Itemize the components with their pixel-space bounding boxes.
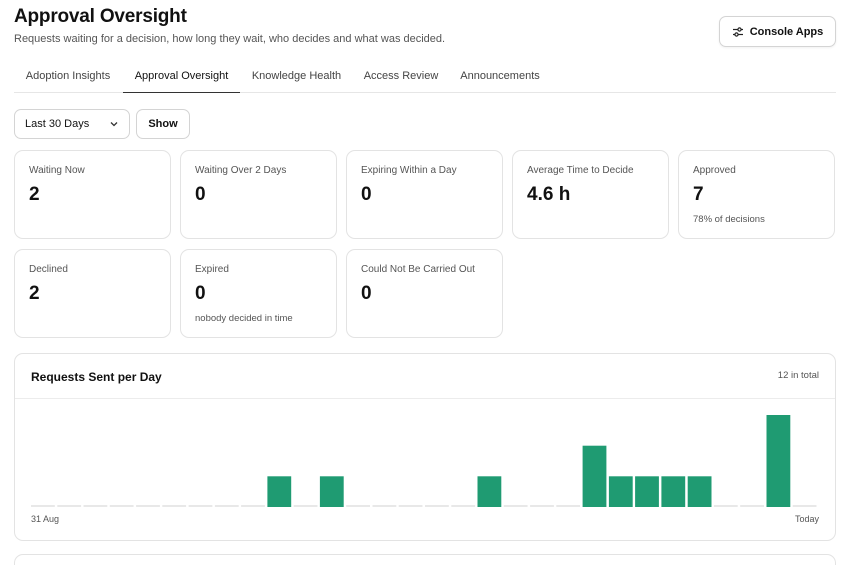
chart-bar	[556, 505, 581, 507]
requests-bar-chart	[31, 415, 817, 507]
stat-card-expiring-within-a-day: Expiring Within a Day 0	[346, 150, 503, 239]
sliders-icon	[732, 26, 743, 37]
chart-bar	[214, 505, 239, 507]
stat-label: Could Not Be Carried Out	[361, 264, 475, 275]
stat-card-declined: Declined 2	[14, 249, 171, 338]
stat-value: 0	[361, 184, 372, 205]
chevron-down-icon	[110, 122, 118, 127]
chart-bar	[740, 505, 764, 507]
show-button[interactable]: Show	[136, 109, 190, 139]
chart-bar	[661, 476, 686, 507]
date-range-value: Last 30 Days	[25, 118, 90, 130]
stat-value: 0	[195, 283, 206, 304]
chart-bar	[792, 505, 817, 507]
chart-bar	[713, 505, 738, 507]
chart-bar	[451, 505, 476, 507]
tab-approval-oversight[interactable]: Approval Oversight	[123, 60, 240, 93]
chart-bar	[608, 476, 633, 507]
chart-title: Requests Sent per Day	[31, 370, 162, 384]
stat-card-expired: Expired 0 nobody decided in time	[180, 249, 337, 338]
tab-access-review[interactable]: Access Review	[363, 70, 439, 82]
chart-bar	[109, 505, 134, 507]
tab-knowledge-health[interactable]: Knowledge Health	[251, 70, 342, 82]
stat-label: Declined	[29, 264, 68, 275]
stat-card-waiting-over-2-days: Waiting Over 2 Days 0	[180, 150, 337, 239]
stat-label: Expired	[195, 264, 229, 275]
requests-chart-card: Requests Sent per Day 12 in total 31 Aug…	[14, 353, 836, 541]
console-apps-label: Console Apps	[749, 25, 824, 38]
chart-bar	[425, 505, 449, 507]
tab-announcements[interactable]: Announcements	[460, 70, 540, 82]
page-subtitle: Requests waiting for a decision, how lon…	[14, 33, 446, 45]
stat-value: 2	[29, 184, 40, 205]
stat-card-average-time-to-decide: Average Time to Decide 4.6 h	[512, 150, 669, 239]
chart-bar	[162, 505, 187, 507]
console-apps-button[interactable]: Console Apps	[719, 16, 836, 47]
chart-bar	[267, 476, 292, 507]
chart-bar	[503, 505, 528, 507]
chart-divider	[15, 398, 835, 399]
chart-bar	[188, 505, 213, 507]
stat-card-waiting-now: Waiting Now 2	[14, 150, 171, 239]
chart-bar	[319, 476, 344, 507]
chart-bar	[372, 505, 397, 507]
chart-bar	[346, 505, 370, 507]
chart-bar	[136, 505, 160, 507]
next-section-card	[14, 554, 836, 565]
chart-total: 12 in total	[777, 370, 819, 381]
chart-bar	[582, 445, 607, 507]
stat-subtext: 78% of decisions	[693, 214, 765, 225]
stat-value: 2	[29, 283, 40, 304]
chart-bar	[57, 505, 82, 507]
date-range-select[interactable]: Last 30 Days	[14, 109, 130, 139]
stat-label: Waiting Over 2 Days	[195, 165, 287, 176]
stat-card-approved: Approved 7 78% of decisions	[678, 150, 835, 239]
chart-bar	[83, 505, 108, 507]
x-axis-end-label: Today	[794, 514, 819, 524]
stat-label: Waiting Now	[29, 165, 85, 176]
tab-adoption-insights[interactable]: Adoption Insights	[25, 70, 111, 82]
stat-label: Expiring Within a Day	[361, 165, 457, 176]
stat-value: 0	[361, 283, 372, 304]
chart-bar	[687, 476, 712, 507]
tab-bar: Adoption Insights Approval Oversight Kno…	[14, 60, 836, 93]
page-title: Approval Oversight	[14, 6, 187, 27]
chart-bar	[477, 476, 502, 507]
chart-bar	[635, 476, 659, 507]
stat-value: 0	[195, 184, 206, 205]
stat-label: Average Time to Decide	[527, 165, 634, 176]
chart-bar	[31, 505, 55, 507]
stat-value: 4.6 h	[527, 184, 571, 205]
stat-subtext: nobody decided in time	[195, 313, 293, 324]
chart-bar	[398, 505, 423, 507]
stat-label: Approved	[693, 165, 736, 176]
chart-bar	[530, 505, 554, 507]
chart-bar	[766, 415, 791, 507]
stat-card-could-not-be-carried-out: Could Not Be Carried Out 0	[346, 249, 503, 338]
x-axis-start-label: 31 Aug	[31, 514, 60, 524]
stat-value: 7	[693, 184, 704, 205]
chart-bar	[241, 505, 265, 507]
chart-bar	[293, 505, 318, 507]
